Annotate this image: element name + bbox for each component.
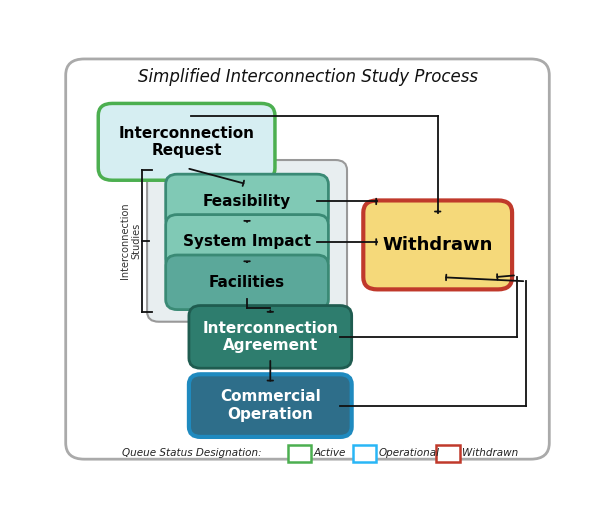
FancyBboxPatch shape xyxy=(166,174,328,229)
Text: Commercial
Operation: Commercial Operation xyxy=(220,390,320,422)
Text: Simplified Interconnection Study Process: Simplified Interconnection Study Process xyxy=(137,68,478,86)
Text: Interconnection
Request: Interconnection Request xyxy=(119,125,254,158)
Text: System Impact: System Impact xyxy=(183,234,311,249)
Text: Interconnection
Studies: Interconnection Studies xyxy=(120,203,142,279)
Text: Queue Status Designation:: Queue Status Designation: xyxy=(121,448,261,458)
FancyBboxPatch shape xyxy=(166,215,328,269)
Text: Feasibility: Feasibility xyxy=(203,194,291,209)
Text: Active: Active xyxy=(313,448,346,458)
FancyBboxPatch shape xyxy=(364,201,512,289)
Text: Interconnection
Agreement: Interconnection Agreement xyxy=(202,321,338,353)
FancyBboxPatch shape xyxy=(353,445,376,461)
FancyBboxPatch shape xyxy=(287,445,311,461)
FancyBboxPatch shape xyxy=(98,103,275,180)
FancyBboxPatch shape xyxy=(189,374,352,437)
Text: Operational: Operational xyxy=(378,448,439,458)
Text: Withdrawn: Withdrawn xyxy=(462,448,518,458)
FancyBboxPatch shape xyxy=(147,160,347,322)
FancyBboxPatch shape xyxy=(189,306,352,368)
FancyBboxPatch shape xyxy=(166,255,328,310)
Text: Facilities: Facilities xyxy=(209,275,285,290)
Text: Withdrawn: Withdrawn xyxy=(383,236,493,254)
FancyBboxPatch shape xyxy=(436,445,460,461)
FancyBboxPatch shape xyxy=(66,59,550,459)
